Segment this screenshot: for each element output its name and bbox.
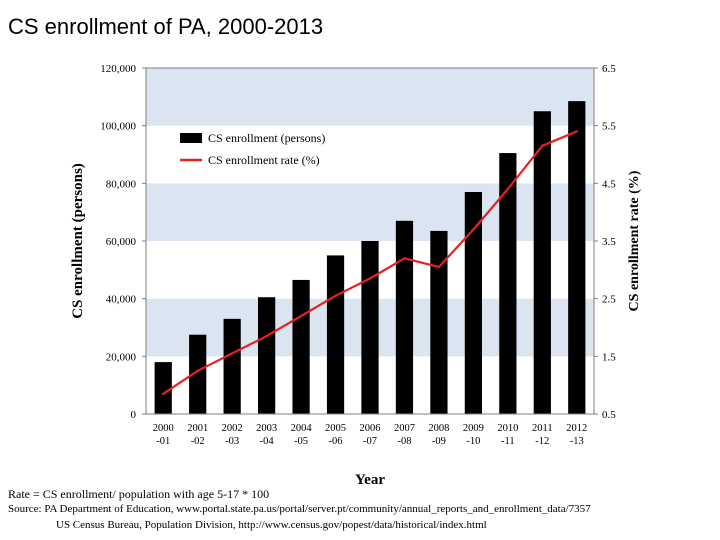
bar-2010 xyxy=(499,153,517,414)
y2-tick-label: 2.5 xyxy=(602,294,616,306)
x-tick-label-suffix: -07 xyxy=(363,436,377,447)
x-tick-label-year: 2001 xyxy=(187,423,208,434)
bar-2005 xyxy=(326,255,345,414)
y2-tick-label: 4.5 xyxy=(602,178,616,190)
axes: 0 20,000 40,000 60,000 80,000 100,000 120,000 0… xyxy=(70,63,642,488)
y-tick-label: 100,000 xyxy=(100,121,136,133)
background-band xyxy=(146,183,594,241)
x-tick-label-year: 2012 xyxy=(566,423,587,434)
y2-tick-label: 5.5 xyxy=(602,121,616,133)
x-tick-label-suffix: -05 xyxy=(294,436,308,447)
x-tick-label-suffix: -01 xyxy=(156,436,170,447)
y2-tick-label: 3.5 xyxy=(602,236,616,248)
y2-tick-label: 6.5 xyxy=(602,63,616,75)
rate-point-2007 xyxy=(403,257,406,260)
bar-2002 xyxy=(223,318,241,414)
legend-swatch-bars xyxy=(180,133,202,143)
bar-2008 xyxy=(430,230,448,414)
x-tick-label-suffix: -02 xyxy=(191,436,205,447)
source-line-2: US Census Bureau, Population Division, h… xyxy=(56,519,487,531)
rate-point-2009 xyxy=(472,228,475,231)
x-tick-label-suffix: -09 xyxy=(432,436,446,447)
x-tick-label-suffix: -10 xyxy=(466,436,480,447)
rate-point-2011 xyxy=(541,144,544,148)
legend-label-bars: CS enrollment (persons) xyxy=(208,131,325,145)
x-tick-label-year: 2005 xyxy=(325,423,346,434)
x-tick-label-year: 2008 xyxy=(428,423,449,434)
x-tick-label-suffix: -13 xyxy=(570,436,584,447)
rate-point-2006 xyxy=(368,277,372,280)
y-tick-label: 20,000 xyxy=(106,351,137,363)
bar-2006 xyxy=(361,241,379,414)
x-tick-label-suffix: -03 xyxy=(225,436,239,447)
bar-2003 xyxy=(258,297,276,414)
rate-point-2005 xyxy=(334,294,337,297)
legend: CS enrollment (persons) CS enrollment rat… xyxy=(180,131,325,167)
y-tick-label: 120,000 xyxy=(100,63,136,75)
x-tick-label-year: 2009 xyxy=(463,423,484,434)
rate-point-2003 xyxy=(265,334,268,338)
x-tick-label-year: 2007 xyxy=(394,423,415,434)
rate-point-2010 xyxy=(506,187,510,191)
x-tick-label-year: 2000 xyxy=(153,423,174,434)
x-tick-label-suffix: -12 xyxy=(535,436,549,447)
x-tick-label-year: 2003 xyxy=(256,423,277,434)
y-tick-label: 0 xyxy=(131,409,137,421)
y-tick-label: 40,000 xyxy=(106,294,137,306)
background-band xyxy=(146,68,594,126)
y-axis-title: CS enrollment (persons) xyxy=(70,163,86,319)
x-tick-label-suffix: -11 xyxy=(501,436,515,447)
y2-tick-label: 1.5 xyxy=(602,351,616,363)
legend-label-line: CS enrollment rate (%) xyxy=(208,153,320,167)
bar-2012 xyxy=(568,101,586,415)
bar-series xyxy=(154,101,586,415)
rate-point-2001 xyxy=(196,369,199,372)
rate-footnote: Rate = CS enrollment/ population with ag… xyxy=(8,487,270,501)
x-axis-title: Year xyxy=(355,472,385,488)
x-tick-label-suffix: -08 xyxy=(397,436,411,447)
rate-point-2000 xyxy=(162,392,165,396)
bar-2011 xyxy=(533,111,551,414)
rate-point-2004 xyxy=(299,314,303,318)
rate-point-2012 xyxy=(575,130,578,133)
x-tick-label-suffix: -04 xyxy=(260,436,275,447)
bar-2004 xyxy=(292,279,310,414)
x-tick-label-year: 2004 xyxy=(291,423,313,434)
source-line-1: Source: PA Department of Education, www.… xyxy=(8,503,591,515)
bar-2007 xyxy=(395,220,414,414)
slide-title: CS enrollment of PA, 2000-2013 xyxy=(8,14,324,39)
line-series xyxy=(162,130,578,396)
bar-2001 xyxy=(189,334,207,414)
x-tick-label-year: 2010 xyxy=(497,423,518,434)
bar-2009 xyxy=(464,191,482,414)
y-tick-label: 60,000 xyxy=(106,236,137,248)
x-tick-label-suffix: -06 xyxy=(329,436,343,447)
x-tick-label-year: 2002 xyxy=(222,423,243,434)
y2-axis-title: CS enrollment rate (%) xyxy=(627,170,642,311)
rate-point-2002 xyxy=(230,352,234,355)
y2-tick-label: 0.5 xyxy=(602,409,616,421)
rate-point-2008 xyxy=(437,265,441,269)
x-tick-label-year: 2006 xyxy=(360,423,381,434)
bar-2000 xyxy=(154,362,172,414)
y-tick-label: 80,000 xyxy=(106,178,137,190)
x-tick-label-year: 2011 xyxy=(532,423,553,434)
